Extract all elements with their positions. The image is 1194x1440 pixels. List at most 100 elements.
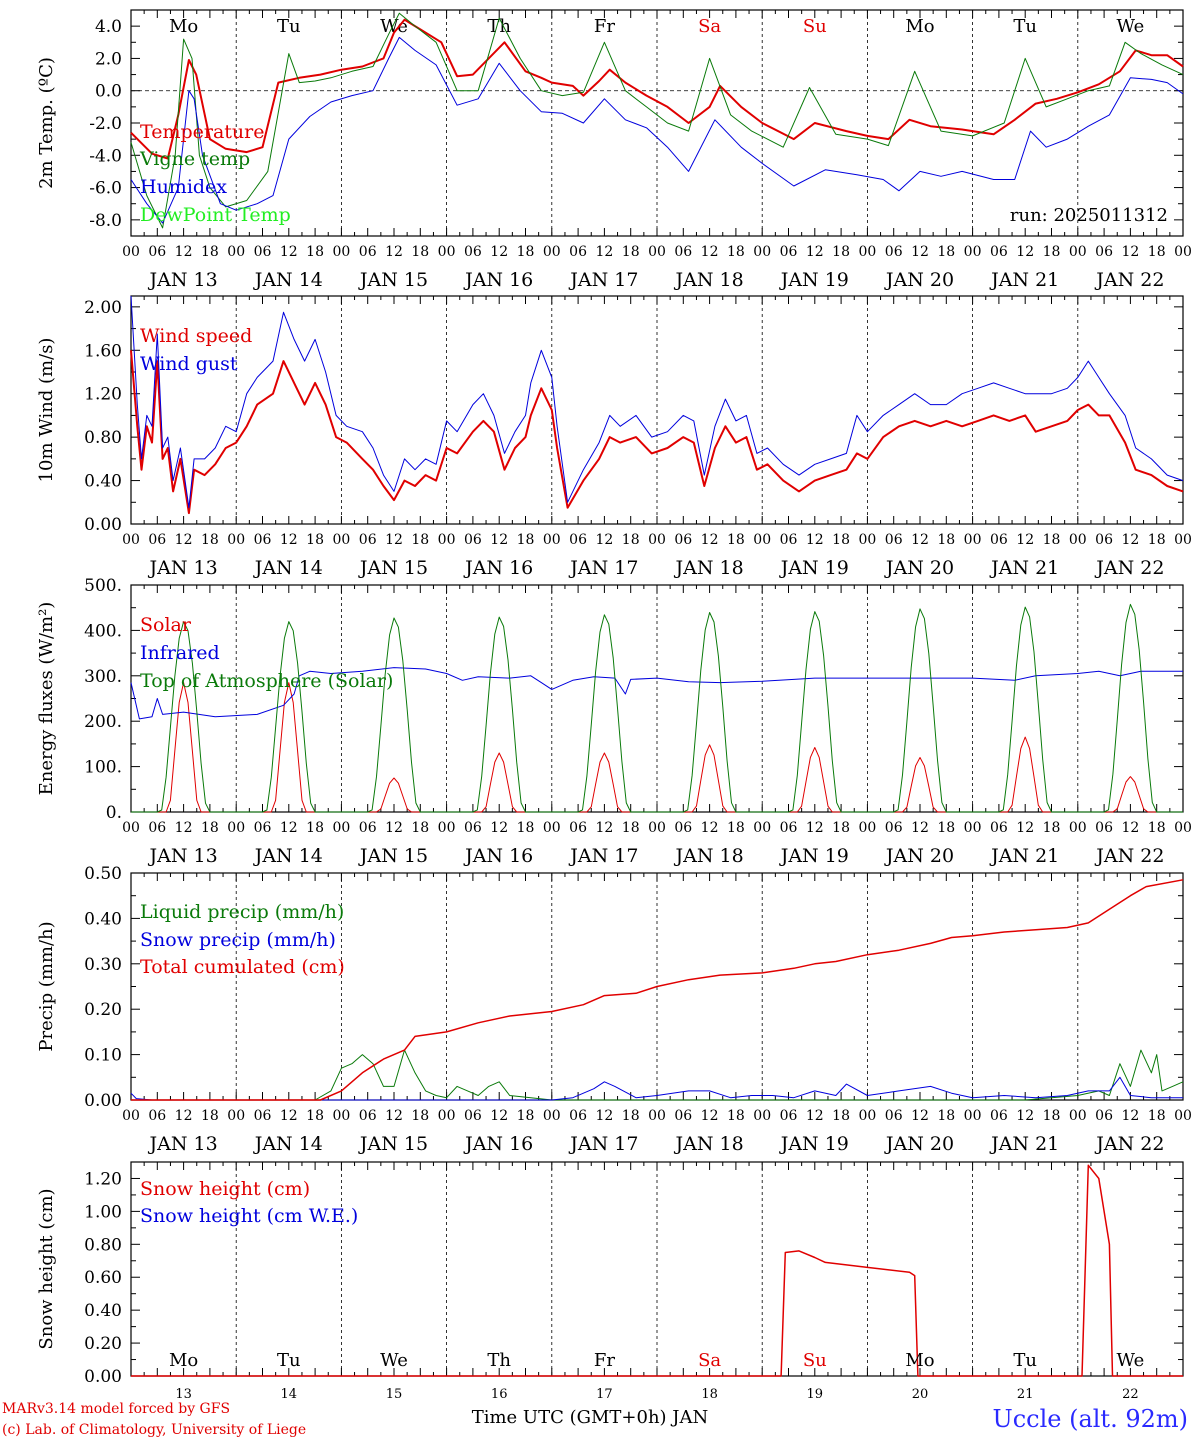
hour-tick-label: 12 [911, 244, 929, 260]
date-label: JAN 13 [148, 1133, 218, 1155]
y-tick-label: 0. [106, 803, 122, 823]
date-label: JAN 22 [1094, 845, 1164, 867]
date-label: JAN 13 [148, 845, 218, 867]
hour-tick-label: 12 [1121, 820, 1139, 836]
hour-tick-label: 18 [832, 1108, 850, 1124]
hour-tick-label: 18 [622, 1108, 640, 1124]
y-tick-label: 0.0 [95, 82, 122, 102]
day-number-label: 18 [701, 1387, 718, 1402]
date-label: JAN 20 [884, 557, 954, 579]
y-tick-label: 4.0 [95, 17, 122, 37]
y-tick-label: 0.80 [84, 1235, 122, 1255]
y-tick-label: 300. [84, 667, 122, 687]
hour-tick-label: 00 [438, 1108, 456, 1124]
hour-tick-label: 06 [885, 244, 903, 260]
hour-tick-label: 06 [148, 820, 166, 836]
hour-tick-label: 06 [254, 1108, 272, 1124]
hour-tick-label: 06 [674, 1108, 692, 1124]
hour-tick-label: 18 [1148, 244, 1166, 260]
hour-tick-label: 18 [832, 820, 850, 836]
hour-tick-label: 00 [332, 244, 350, 260]
hour-tick-label: 06 [674, 244, 692, 260]
hour-tick-label: 18 [622, 244, 640, 260]
date-label: JAN 17 [568, 845, 638, 867]
hour-tick-label: 06 [359, 820, 377, 836]
date-label: JAN 14 [253, 269, 323, 291]
hour-tick-label: 12 [175, 1108, 193, 1124]
hour-tick-label: 00 [438, 820, 456, 836]
hour-tick-label: 06 [148, 1108, 166, 1124]
hour-tick-label: 12 [1121, 1108, 1139, 1124]
day-number-label: 17 [596, 1387, 613, 1402]
hour-tick-label: 06 [254, 532, 272, 548]
weekday-label: Tu [277, 16, 301, 37]
series-line-snow-precip-mm-h [130, 1076, 1183, 1101]
hour-tick-label: 06 [780, 820, 798, 836]
legend-entry: Wind gust [140, 353, 238, 375]
hour-tick-label: 18 [201, 1108, 219, 1124]
legend-entry: Humidex [140, 176, 227, 198]
hour-tick-label: 00 [858, 532, 876, 548]
hour-tick-label: 18 [1148, 1108, 1166, 1124]
footer-model-text: MARv3.14 model forced by GFS [2, 1401, 230, 1417]
date-label: JAN 19 [779, 269, 849, 291]
weekday-label: Mo [169, 16, 198, 37]
weekday-label: Tu [1013, 1350, 1037, 1371]
hour-tick-label: 06 [254, 244, 272, 260]
y-tick-label: 0.00 [84, 1367, 122, 1387]
hour-tick-label: 00 [648, 1108, 666, 1124]
series-line-wind-gust [130, 295, 1184, 509]
date-label: JAN 18 [674, 1133, 744, 1155]
y-tick-label: 1.00 [84, 1202, 122, 1222]
hour-tick-label: 00 [648, 820, 666, 836]
hour-tick-label: 18 [1148, 532, 1166, 548]
hour-tick-label: 12 [595, 244, 613, 260]
hour-tick-label: 06 [569, 532, 587, 548]
date-label: JAN 17 [568, 1133, 638, 1155]
legend-entry: Total cumulated (cm) [140, 956, 345, 978]
hour-tick-label: 06 [464, 244, 482, 260]
precip-panel: 0.50 0.40 0.30 0.20 0.10 0.00 Precip (mm/h) Liq… [36, 864, 1192, 1155]
legend-entry: Temperature [140, 121, 264, 143]
hour-tick-label: 12 [595, 820, 613, 836]
y-tick-label: 0.20 [84, 1334, 122, 1354]
hour-tick-label: 18 [306, 244, 324, 260]
date-label: JAN 15 [358, 1133, 428, 1155]
hour-tick-label: 06 [254, 820, 272, 836]
y-tick-label: 500. [84, 576, 122, 596]
hour-tick-label: 00 [122, 820, 140, 836]
hour-tick-label: 12 [806, 820, 824, 836]
legend-entry: Snow precip (mm/h) [140, 929, 336, 951]
hour-tick-label: 18 [201, 820, 219, 836]
hour-tick-label: 18 [1148, 820, 1166, 836]
hour-tick-label: 00 [753, 1108, 771, 1124]
hour-tick-label: 06 [885, 820, 903, 836]
snow-panel: 1.20 1.00 0.80 0.60 0.40 0.20 0.00 Snow height … [36, 1161, 1184, 1402]
hour-tick-label: 12 [911, 820, 929, 836]
weekday-label: We [1117, 1350, 1145, 1371]
date-label: JAN 14 [253, 1133, 323, 1155]
hour-tick-label: 00 [332, 1108, 350, 1124]
weekday-label: Mo [905, 16, 934, 37]
hour-tick-label: 00 [964, 532, 982, 548]
legend-entry: Liquid precip (mm/h) [140, 901, 344, 923]
hour-tick-label: 00 [648, 244, 666, 260]
y-tick-label: 100. [84, 758, 122, 778]
series-line-humidex [130, 36, 1184, 224]
hour-tick-label: 12 [490, 532, 508, 548]
hour-tick-label: 18 [937, 532, 955, 548]
hour-tick-label: 18 [201, 532, 219, 548]
date-label: JAN 17 [568, 269, 638, 291]
legend-entry: Snow height (cm W.E.) [140, 1205, 358, 1227]
hour-tick-label: 00 [753, 532, 771, 548]
hour-tick-label: 12 [175, 820, 193, 836]
hour-tick-label: 00 [648, 532, 666, 548]
date-label: JAN 13 [148, 557, 218, 579]
hour-tick-label: 18 [937, 1108, 955, 1124]
date-label: JAN 19 [779, 845, 849, 867]
y-tick-label: 0.40 [84, 1301, 122, 1321]
hour-tick-label: 00 [543, 532, 561, 548]
weekday-label: Tu [1013, 16, 1037, 37]
hour-tick-label: 12 [280, 1108, 298, 1124]
weekday-label: Th [487, 16, 511, 37]
